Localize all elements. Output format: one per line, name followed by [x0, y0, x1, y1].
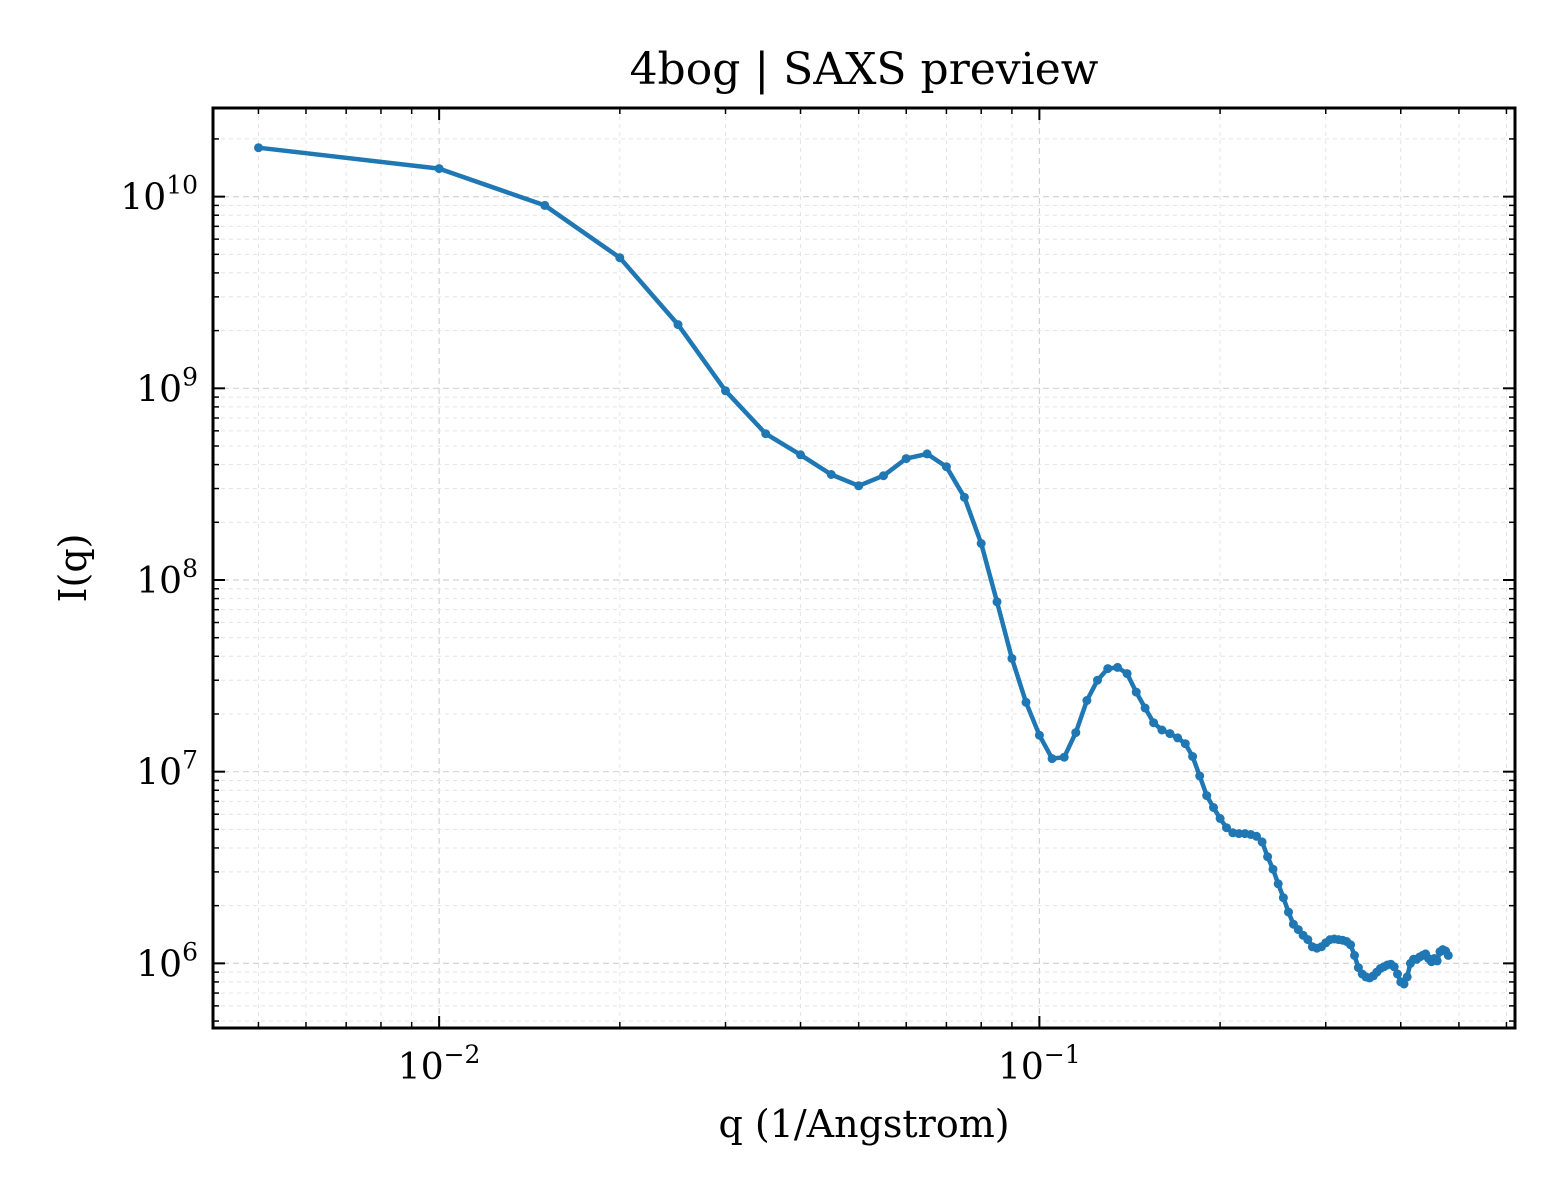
data-point: [1273, 879, 1283, 889]
y-tick-label: 107: [136, 746, 198, 794]
grid-lines: [213, 108, 1515, 1028]
data-point: [1103, 664, 1113, 674]
data-point: [1350, 950, 1359, 960]
data-point: [540, 200, 550, 210]
data-point: [1303, 935, 1313, 945]
y-axis-label: I(q): [51, 534, 95, 603]
data-point: [1071, 728, 1081, 738]
data-point: [1399, 979, 1409, 989]
data-point: [1180, 739, 1190, 749]
data-point: [879, 471, 888, 481]
tick-labels: 10−2 10−1 106 107 108 109 1010: [120, 171, 1080, 1088]
data-point: [1173, 733, 1183, 743]
data-point: [1131, 687, 1141, 697]
x-tick-label: 10−1: [998, 1040, 1081, 1088]
data-point: [673, 320, 683, 330]
data-point: [1113, 662, 1123, 672]
data-point: [721, 386, 730, 396]
data-point: [1034, 730, 1044, 740]
x-tick-label: 10−2: [398, 1040, 481, 1088]
data-point: [1402, 972, 1412, 982]
data-point: [1443, 950, 1453, 960]
data-point: [1157, 725, 1167, 735]
x-axis-label: q (1/Angstrom): [718, 1102, 1009, 1146]
data-point: [1215, 814, 1225, 823]
data-point: [1093, 675, 1102, 685]
data-point: [1393, 969, 1402, 979]
data-point: [1252, 831, 1261, 841]
data-point: [1059, 752, 1069, 762]
data-point: [1149, 718, 1159, 728]
axis-ticks: [213, 108, 1515, 1028]
data-point: [1278, 893, 1288, 903]
data-point: [1389, 962, 1399, 972]
data-point: [1195, 771, 1205, 781]
data-point: [826, 470, 836, 479]
data-point: [1007, 653, 1017, 663]
data-point: [434, 164, 444, 174]
data-point: [254, 143, 263, 153]
data-point: [959, 492, 969, 502]
chart-title: 4bog | SAXS preview: [630, 44, 1099, 95]
data-point: [1209, 803, 1218, 812]
y-tick-label: 108: [136, 554, 198, 602]
data-point: [941, 462, 951, 472]
data-point: [922, 449, 932, 459]
data-point: [1346, 940, 1356, 950]
y-tick-label: 1010: [120, 171, 198, 219]
data-point: [1021, 697, 1031, 707]
y-tick-label: 106: [136, 937, 198, 985]
data-point: [854, 481, 864, 491]
data-series: [254, 143, 1453, 989]
data-point: [976, 539, 986, 548]
data-point: [901, 454, 911, 464]
data-point: [615, 253, 625, 263]
data-point: [1284, 907, 1293, 917]
y-tick-label: 109: [136, 362, 198, 410]
data-point: [1047, 754, 1057, 764]
data-point: [992, 597, 1002, 607]
data-point: [796, 450, 805, 460]
data-point: [1268, 864, 1278, 874]
data-point: [1188, 752, 1198, 761]
data-point: [1082, 696, 1092, 705]
data-point: [1202, 791, 1212, 801]
data-point: [1122, 669, 1132, 679]
data-point: [761, 429, 771, 439]
data-point: [1432, 956, 1442, 966]
plot-frame: [211, 106, 1517, 1030]
data-point: [1165, 729, 1175, 739]
data-point: [1222, 823, 1231, 833]
data-point: [1263, 852, 1273, 862]
data-point: [1140, 703, 1150, 713]
data-point: [1257, 837, 1267, 847]
